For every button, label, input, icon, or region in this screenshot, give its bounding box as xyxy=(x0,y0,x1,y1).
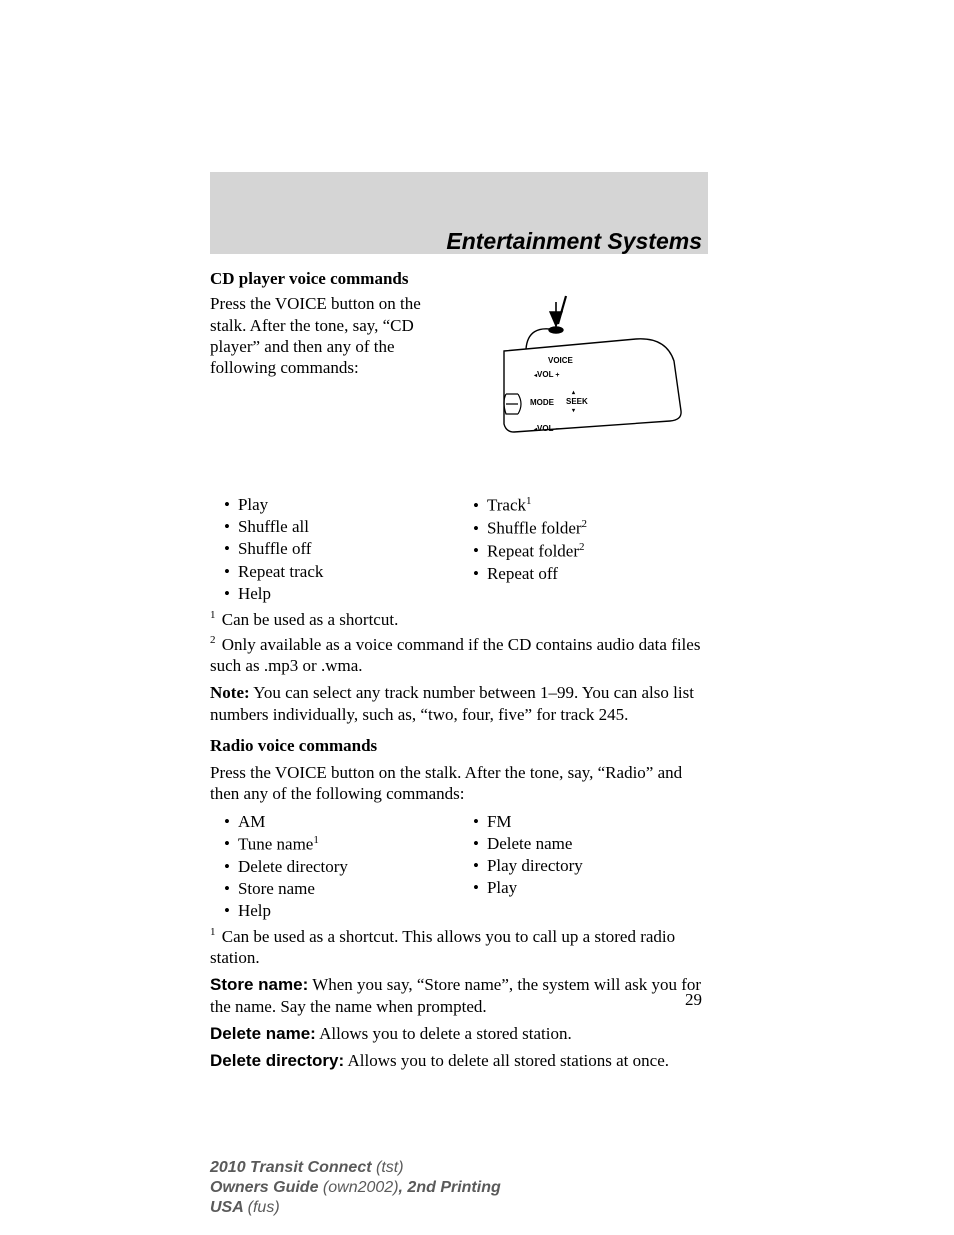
list-item: Shuffle folder2 xyxy=(473,517,708,540)
diagram-label-mode: MODE xyxy=(530,398,555,407)
footer-line-1: 2010 Transit Connect (tst) xyxy=(210,1158,501,1178)
page-header-title: Entertainment Systems xyxy=(446,228,702,255)
list-item: FM xyxy=(473,811,708,833)
list-item: AM xyxy=(224,811,459,833)
list-item: Delete directory xyxy=(224,856,459,878)
diagram-label-volp: ◂VOL + xyxy=(533,370,560,379)
diagram-label-seek: SEEK xyxy=(566,397,588,406)
list-item: Store name xyxy=(224,878,459,900)
list-item: Repeat off xyxy=(473,563,708,585)
list-item: Repeat folder2 xyxy=(473,540,708,563)
cd-note: Note: You can select any track number be… xyxy=(210,682,708,725)
list-item: Help xyxy=(224,900,459,922)
radio-intro: Press the VOICE button on the stalk. Aft… xyxy=(210,762,708,805)
delete-dir-def: Delete directory: Allows you to delete a… xyxy=(210,1050,708,1071)
footer-line-3: USA (fus) xyxy=(210,1198,501,1218)
list-item: Delete name xyxy=(473,833,708,855)
svg-text:▾: ▾ xyxy=(571,408,576,414)
footer-line-2: Owners Guide (own2002), 2nd Printing xyxy=(210,1178,501,1198)
svg-text:▴: ▴ xyxy=(571,390,576,396)
list-item: Play directory xyxy=(473,855,708,877)
delete-name-def: Delete name: Allows you to delete a stor… xyxy=(210,1023,708,1044)
list-item: Play xyxy=(224,494,459,516)
store-name-def: Store name: When you say, “Store name”, … xyxy=(210,974,708,1017)
footer: 2010 Transit Connect (tst) Owners Guide … xyxy=(210,1158,501,1218)
list-item: Play xyxy=(473,877,708,899)
page-number: 29 xyxy=(685,990,702,1010)
radio-commands-left: AMTune name1Delete directoryStore nameHe… xyxy=(210,811,459,922)
radio-commands-right: FMDelete namePlay directoryPlay xyxy=(459,811,708,899)
radio-heading: Radio voice commands xyxy=(210,735,708,756)
list-item: Help xyxy=(224,583,459,605)
list-item: Track1 xyxy=(473,494,708,517)
list-item: Repeat track xyxy=(224,561,459,583)
radio-footnote-1: 1 Can be used as a shortcut. This allows… xyxy=(210,926,708,969)
diagram-label-volm: ◂VOL − xyxy=(533,424,560,433)
cd-footnote-1: 1 Can be used as a shortcut. xyxy=(210,609,708,630)
list-item: Tune name1 xyxy=(224,833,459,856)
cd-intro: Press the VOICE button on the stalk. Aft… xyxy=(210,293,460,378)
cd-commands-left: PlayShuffle allShuffle offRepeat trackHe… xyxy=(210,494,459,604)
cd-commands-right: Track1Shuffle folder2Repeat folder2Repea… xyxy=(459,494,708,584)
stalk-diagram: VOICE ◂VOL + MODE SEEK ▴ ▾ ◂VOL − xyxy=(466,286,706,450)
list-item: Shuffle off xyxy=(224,538,459,560)
cd-commands: PlayShuffle allShuffle offRepeat trackHe… xyxy=(210,494,708,604)
list-item: Shuffle all xyxy=(224,516,459,538)
diagram-label-voice: VOICE xyxy=(548,356,574,365)
radio-commands: AMTune name1Delete directoryStore nameHe… xyxy=(210,811,708,922)
cd-footnote-2: 2 Only available as a voice command if t… xyxy=(210,634,708,677)
